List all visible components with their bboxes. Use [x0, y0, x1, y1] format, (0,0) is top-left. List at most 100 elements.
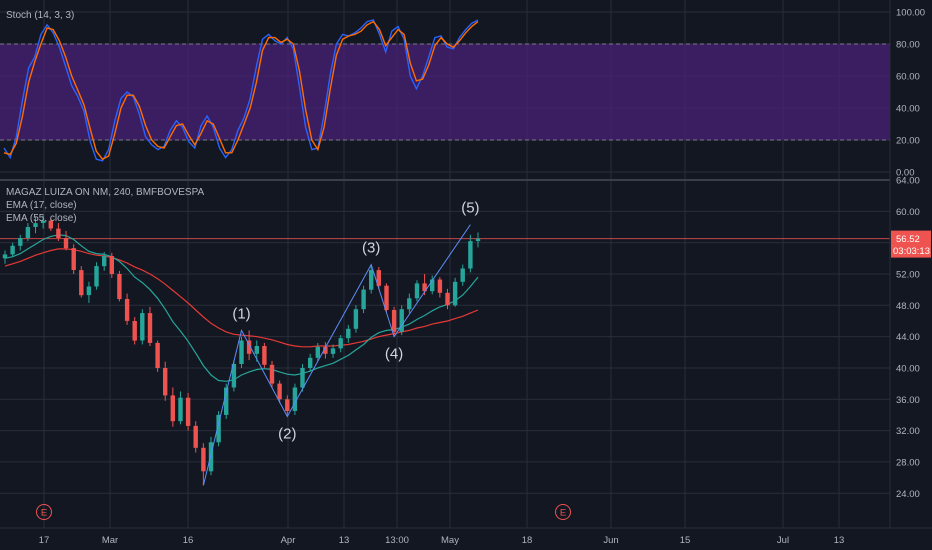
candle-body — [445, 292, 450, 306]
candle-body — [170, 395, 175, 422]
candle-body — [254, 346, 259, 354]
candle-body — [10, 245, 15, 255]
time-tick-label: 13:00 — [385, 535, 409, 546]
last-price-value: 56.52 — [896, 234, 920, 245]
candle-body — [132, 321, 137, 341]
candle-body — [376, 270, 381, 286]
candle-body — [109, 256, 114, 274]
ema55-line — [4, 248, 479, 348]
price-tick-label: 24.00 — [896, 489, 920, 500]
candle-body — [346, 328, 351, 339]
candle-body — [201, 447, 206, 472]
candles — [2, 215, 481, 486]
price-pane[interactable]: (1) (2) (3) (4) (5) MAGAZ LUIZA ON NM, 240, … — [0, 187, 890, 486]
time-tick-label: Apr — [281, 535, 296, 546]
candle-body — [25, 227, 31, 238]
time-tick-label: 18 — [522, 535, 533, 546]
candle-body — [452, 281, 458, 306]
candle-body — [338, 338, 343, 349]
stoch-k-line — [3, 19, 479, 162]
candle-body — [315, 346, 320, 358]
stoch-pane[interactable]: Stoch (14, 3, 3) — [0, 10, 890, 162]
candle-body — [399, 309, 404, 332]
earnings-event-icon[interactable] — [555, 504, 571, 520]
candle-body — [224, 387, 229, 415]
price-tick-label: 60.00 — [896, 207, 920, 218]
candle-body — [124, 299, 130, 321]
time-axis[interactable]: 17 Mar 16 Apr 13 13:00 May 18 Jun 15 Jul 13 — [0, 527, 932, 546]
candle-body — [40, 220, 46, 223]
candle-body — [147, 313, 153, 343]
candle-body — [437, 279, 443, 293]
price-tick-label: 28.00 — [896, 457, 920, 468]
candle-body — [63, 238, 69, 249]
candle-body — [102, 256, 107, 267]
candle-body — [262, 346, 267, 365]
wave-label: (5) — [461, 200, 479, 217]
last-price-badge — [891, 230, 931, 258]
candle-body — [178, 397, 183, 422]
stoch-d-line — [3, 20, 479, 161]
price-tick-label: 36.00 — [896, 395, 920, 406]
candle-body — [269, 364, 275, 384]
candle-body — [18, 238, 23, 246]
earnings-event-label: E — [41, 508, 47, 519]
candle-body — [71, 248, 76, 270]
wave-label: (1) — [232, 305, 250, 322]
candle-body — [48, 220, 53, 229]
candle-body — [246, 340, 252, 354]
candle-body — [193, 425, 198, 448]
stoch-axis-ticks: 100.00 80.00 60.00 40.00 20.00 0.00 — [896, 8, 925, 179]
time-tick-label: Jul — [777, 535, 789, 546]
time-tick-label: Mar — [102, 535, 118, 546]
time-tick-label: Jun — [603, 535, 618, 546]
candle-body — [391, 310, 397, 332]
stoch-tick-label: 100.00 — [896, 8, 925, 19]
candle-body — [468, 241, 473, 269]
stoch-tick-label: 60.00 — [896, 72, 920, 83]
candle-body — [2, 254, 8, 259]
candle-body — [208, 442, 214, 472]
elliott-wave-line — [202, 224, 471, 486]
candle-body — [33, 223, 38, 227]
candle-body — [353, 309, 359, 329]
time-tick-label: 17 — [39, 535, 50, 546]
price-axis[interactable]: 100.00 80.00 60.00 40.00 20.00 0.00 64.00 60.0… — [889, 0, 931, 528]
time-tick-label: 15 — [680, 535, 691, 546]
candle-body — [216, 414, 221, 443]
candle-body — [94, 266, 99, 287]
candle-body — [460, 268, 465, 282]
price-tick-label: 40.00 — [896, 363, 920, 374]
earnings-event-icon[interactable] — [36, 504, 52, 520]
candle-body — [117, 274, 122, 300]
event-markers[interactable]: E E — [36, 504, 571, 520]
candle-body — [86, 286, 92, 296]
stoch-band — [0, 44, 890, 140]
price-tick-label: 32.00 — [896, 426, 920, 437]
time-tick-label: 16 — [183, 535, 194, 546]
candle-body — [285, 399, 290, 411]
candle-body — [422, 283, 427, 292]
candle-body — [140, 313, 145, 341]
stoch-legend[interactable]: Stoch (14, 3, 3) — [6, 10, 74, 21]
ema55-legend[interactable]: EMA (55, close) — [6, 213, 77, 224]
candle-body — [79, 270, 84, 296]
wave-labels: (1) (2) (3) (4) (5) — [232, 200, 479, 443]
candle-body — [475, 238, 481, 242]
ema17-legend[interactable]: EMA (17, close) — [6, 200, 77, 211]
candle-body — [163, 368, 168, 396]
candle-body — [56, 228, 61, 238]
stoch-tick-label: 40.00 — [896, 104, 920, 115]
candle-body — [292, 387, 298, 411]
candle-body — [384, 285, 389, 310]
candle-body — [300, 368, 305, 388]
candle-body — [185, 397, 191, 426]
candle-body — [407, 298, 412, 310]
time-axis-ticks: 17 Mar 16 Apr 13 13:00 May 18 Jun 15 Jul 13 — [39, 535, 845, 546]
price-tick-label: 52.00 — [896, 269, 920, 280]
earnings-event-label: E — [560, 508, 566, 519]
candle-body — [277, 383, 282, 400]
symbol-legend[interactable]: MAGAZ LUIZA ON NM, 240, BMFBOVESPA — [6, 187, 205, 198]
wave-label: (3) — [362, 240, 380, 257]
